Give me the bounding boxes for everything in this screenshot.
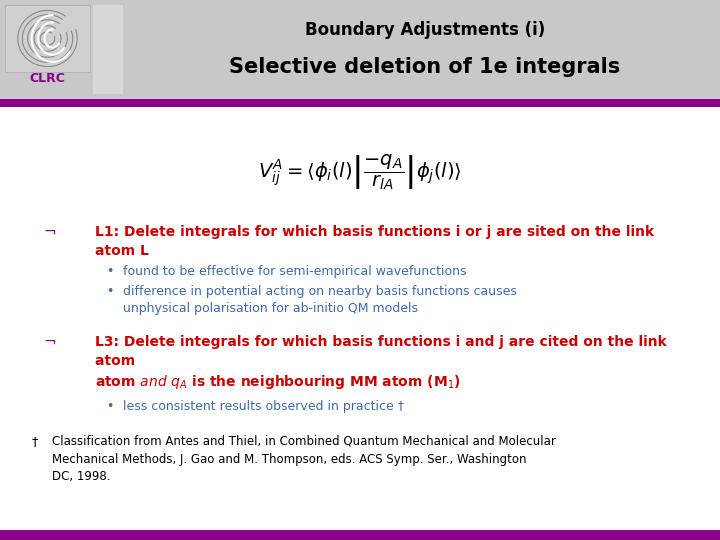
Bar (93, 5, 123, 94)
Text: ¬: ¬ (44, 335, 56, 350)
Text: L1: Delete integrals for which basis functions i or j are sited on the link
atom: L1: Delete integrals for which basis fun… (95, 225, 654, 258)
Bar (0, 99, 720, 107)
Bar (5, 5, 90, 72)
Text: difference in potential acting on nearby basis functions causes
unphysical polar: difference in potential acting on nearby… (123, 285, 517, 315)
Text: Classification from Antes and Thiel, in Combined Quantum Mechanical and Molecula: Classification from Antes and Thiel, in … (52, 435, 556, 483)
Text: •: • (107, 285, 114, 298)
Text: •: • (107, 265, 114, 278)
Text: Boundary Adjustments (i): Boundary Adjustments (i) (305, 21, 545, 39)
Text: atom $\mathit{and}$ $\mathit{q}_A$ is the neighbouring MM atom (M$_1$): atom $\mathit{and}$ $\mathit{q}_A$ is th… (95, 373, 461, 391)
Text: Selective deletion of 1e integrals: Selective deletion of 1e integrals (230, 57, 621, 77)
Bar (0, 530, 720, 540)
Text: •: • (107, 400, 114, 413)
Text: CLRC: CLRC (30, 72, 66, 85)
Text: found to be effective for semi-empirical wavefunctions: found to be effective for semi-empirical… (123, 265, 467, 278)
Text: less consistent results observed in practice †: less consistent results observed in prac… (123, 400, 404, 413)
Text: ¬: ¬ (44, 225, 56, 240)
Text: †: † (32, 435, 38, 448)
Text: L3: Delete integrals for which basis functions i and j are cited on the link
ato: L3: Delete integrals for which basis fun… (95, 335, 667, 368)
Bar (0, 0, 720, 99)
Text: $V_{ij}^{A} = \langle \phi_i(l) \left| \dfrac{-q_A}{r_{lA}} \right| \phi_j(l) \r: $V_{ij}^{A} = \langle \phi_i(l) \left| \… (258, 152, 462, 192)
